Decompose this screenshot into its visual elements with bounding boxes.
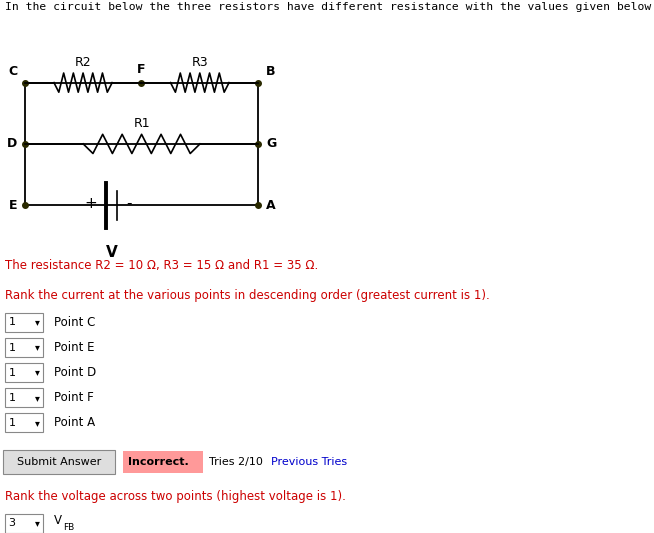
Text: A: A [266, 199, 276, 212]
Text: V: V [106, 245, 118, 260]
Text: Rank the voltage across two points (highest voltage is 1).: Rank the voltage across two points (high… [5, 490, 346, 503]
Text: D: D [7, 138, 17, 150]
Text: V: V [54, 514, 61, 527]
Text: Incorrect.: Incorrect. [128, 457, 188, 467]
FancyBboxPatch shape [5, 413, 43, 432]
Text: ▾: ▾ [35, 318, 40, 327]
Text: C: C [8, 66, 17, 78]
Text: 1: 1 [9, 393, 16, 402]
FancyBboxPatch shape [3, 450, 115, 474]
Text: 1: 1 [9, 418, 16, 427]
Text: Point D: Point D [54, 366, 96, 379]
Text: 1: 1 [9, 368, 16, 377]
Text: Tries 2/10: Tries 2/10 [209, 457, 263, 467]
Text: Previous Tries: Previous Tries [271, 457, 347, 467]
Text: FB: FB [63, 523, 74, 531]
Text: ▾: ▾ [35, 393, 40, 402]
Text: 1: 1 [9, 318, 16, 327]
Text: ▾: ▾ [35, 343, 40, 352]
Text: B: B [266, 66, 276, 78]
Text: Submit Answer: Submit Answer [17, 457, 101, 467]
Text: Point F: Point F [54, 391, 94, 404]
Text: R1: R1 [133, 117, 150, 130]
Text: ▾: ▾ [35, 418, 40, 427]
Text: F: F [137, 63, 145, 76]
FancyBboxPatch shape [5, 313, 43, 332]
Text: -: - [126, 196, 131, 211]
Text: Point C: Point C [54, 316, 95, 329]
Text: G: G [266, 138, 277, 150]
Text: The resistance R2 = 10 Ω, R3 = 15 Ω and R1 = 35 Ω.: The resistance R2 = 10 Ω, R3 = 15 Ω and … [5, 259, 318, 271]
Text: Point A: Point A [54, 416, 95, 429]
Text: In the circuit below the three resistors have different resistance with the valu: In the circuit below the three resistors… [5, 2, 654, 12]
Text: Rank the current at the various points in descending order (greatest current is : Rank the current at the various points i… [5, 289, 490, 302]
FancyBboxPatch shape [5, 363, 43, 382]
Text: R3: R3 [192, 56, 208, 69]
Text: E: E [9, 199, 17, 212]
Text: 1: 1 [9, 343, 16, 352]
Text: ▾: ▾ [35, 368, 40, 377]
FancyBboxPatch shape [123, 451, 203, 473]
Text: ▾: ▾ [35, 519, 40, 528]
Text: +: + [84, 196, 97, 211]
Text: Point E: Point E [54, 341, 94, 354]
FancyBboxPatch shape [5, 388, 43, 407]
Text: 3: 3 [9, 519, 16, 528]
FancyBboxPatch shape [5, 338, 43, 357]
Text: R2: R2 [75, 56, 92, 69]
FancyBboxPatch shape [5, 514, 43, 533]
